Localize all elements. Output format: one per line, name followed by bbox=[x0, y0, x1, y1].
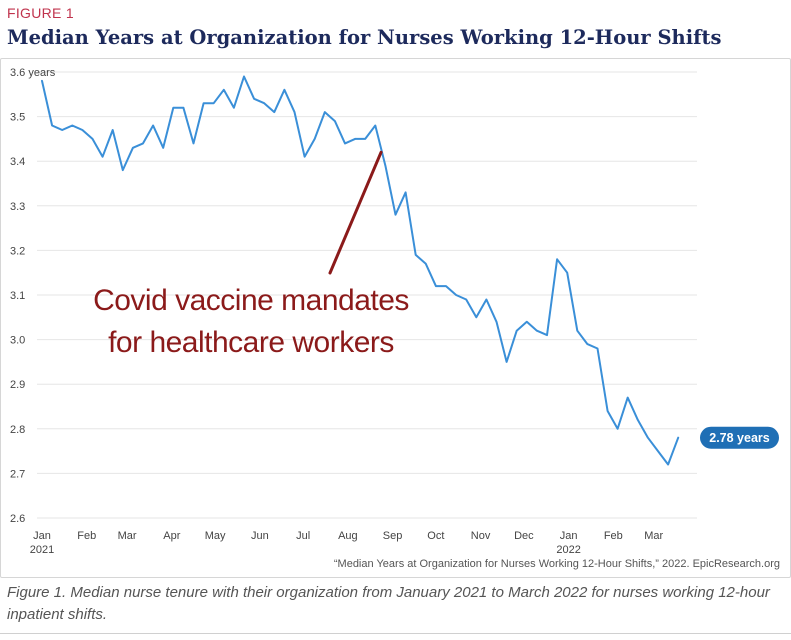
y-tick-label: 3.4 bbox=[10, 156, 25, 168]
x-tick-year-label: 2022 bbox=[556, 544, 580, 556]
y-tick-label: 3.2 bbox=[10, 245, 25, 257]
chart-title: Median Years at Organization for Nurses … bbox=[7, 26, 722, 49]
x-tick-label: Feb bbox=[604, 530, 623, 542]
y-tick-label: 3.5 bbox=[10, 112, 25, 124]
x-tick-label: Mar bbox=[644, 530, 663, 542]
end-value-label: 2.78 years bbox=[709, 431, 770, 445]
source-note: “Median Years at Organization for Nurses… bbox=[334, 558, 780, 570]
x-tick-label: Jun bbox=[251, 530, 269, 542]
x-tick-label: Jan bbox=[560, 530, 578, 542]
x-tick-label: Feb bbox=[77, 530, 96, 542]
y-tick-label: 3.1 bbox=[10, 290, 25, 302]
series-line bbox=[41, 75, 680, 466]
x-tick-label: Dec bbox=[514, 530, 534, 542]
annotation-pointer bbox=[328, 150, 383, 275]
annotation-text: for healthcare workers bbox=[108, 326, 394, 359]
x-tick-label: Oct bbox=[427, 530, 444, 542]
y-tick-label: 3.0 bbox=[10, 335, 25, 347]
y-tick-label: 2.7 bbox=[10, 468, 25, 480]
bottom-divider bbox=[0, 633, 791, 634]
y-tick-label: 3.6 years bbox=[10, 67, 56, 79]
y-tick-label: 2.9 bbox=[10, 379, 25, 391]
x-tick-label: Jan bbox=[33, 530, 51, 542]
x-tick-label: Jul bbox=[296, 530, 310, 542]
y-tick-label: 2.8 bbox=[10, 424, 25, 436]
figure-label: FIGURE 1 bbox=[7, 5, 74, 21]
line-chart: 2.6 2.7 2.8 2.9 3.0 3.1 3.2 3.3 3.4 3.5 3.6 years J… bbox=[10, 67, 780, 570]
figure-caption: Figure 1. Median nurse tenure with their… bbox=[7, 584, 770, 623]
x-tick-year-label: 2021 bbox=[30, 544, 54, 556]
end-value-badge bbox=[700, 426, 779, 449]
x-tick-label: Sep bbox=[383, 530, 403, 542]
x-tick-label: Apr bbox=[163, 530, 180, 542]
y-tick-label: 2.6 bbox=[10, 513, 25, 525]
x-tick-label: May bbox=[205, 530, 226, 542]
x-tick-label: Mar bbox=[118, 530, 137, 542]
x-tick-label: Aug bbox=[338, 530, 358, 542]
y-tick-label: 3.3 bbox=[10, 201, 25, 213]
x-tick-label: Nov bbox=[471, 530, 491, 542]
annotation-text: Covid vaccine mandates bbox=[93, 284, 409, 317]
